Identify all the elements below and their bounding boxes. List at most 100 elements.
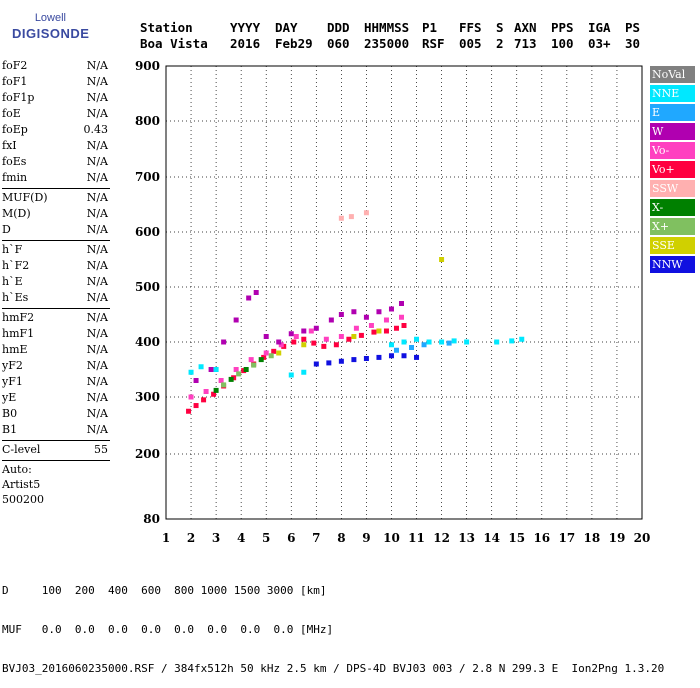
parameter-value: 55 [94, 443, 108, 456]
parameter-row: h`F2 N/A [2, 258, 110, 274]
parameter-value: N/A [86, 59, 108, 72]
echo-point-w [301, 328, 307, 334]
header-value-hhmmss: 235000 [364, 36, 410, 51]
parameter-row: D N/A [2, 222, 110, 238]
echo-point-nne [426, 339, 432, 345]
echo-point-vo [371, 329, 377, 335]
header-value-ddd: 060 [327, 36, 350, 51]
parameter-row: B0 N/A [2, 406, 110, 422]
parameter-value: N/A [86, 275, 108, 288]
parameter-group-muf: MUF(D) N/A M(D) N/A D N/A [2, 190, 110, 238]
echo-point-vo [311, 340, 317, 346]
echo-point-nne [494, 339, 500, 345]
echo-point-nnw [351, 357, 357, 363]
echo-point-w [246, 295, 252, 301]
footer-file-info: BVJ03_2016060235000.RSF / 384fx512h 50 k… [2, 662, 665, 675]
echo-point-nnw [414, 354, 420, 360]
header-label-yyyy: YYYY [230, 20, 261, 35]
parameter-row: hmF2 N/A [2, 310, 110, 326]
echo-point-w [263, 334, 269, 339]
parameter-row: M(D) N/A [2, 206, 110, 222]
echo-point-vo [248, 357, 254, 363]
echo-point-vo [401, 323, 407, 328]
header-value-station: Boa Vista [140, 36, 208, 51]
echo-point-w [233, 317, 239, 323]
echo-point-vo [393, 325, 399, 331]
header-label-iga: IGA [588, 20, 611, 35]
parameter-row: foEs N/A [2, 154, 110, 170]
header-value-iga: 03+ [588, 36, 611, 51]
echo-point-x [251, 362, 257, 368]
parameter-group-frequencies: foF2 N/A foF1 N/A foF1p N/A foE N/A foEp 0.43 fxI N… [2, 58, 110, 186]
echo-point-ssw [338, 215, 344, 221]
parameter-name: D [2, 223, 11, 236]
header-table: Station YYYY DAY DDD HHMMSS P1 FFS S AXN… [140, 20, 647, 52]
x-axis-ticks: 1 2 3 4 5 6 7 8 9 10 11 12 13 14 15 16 17 18 19 20 [162, 531, 651, 545]
echo-point-sse [439, 257, 445, 262]
echo-point-nnw [338, 358, 344, 364]
echo-point-nne [401, 339, 407, 345]
parameter-row: foE N/A [2, 106, 110, 122]
header-label-day: DAY [275, 20, 298, 35]
parameter-group-profile: hmF2 N/A hmF1 N/A hmE N/A yF2 N/A yF1 N/A yE N/A B0 N… [2, 310, 110, 438]
y-tick-label: 500 [135, 280, 160, 294]
parameter-value: N/A [86, 107, 108, 120]
auto-label: Auto: [2, 463, 32, 476]
echo-point-vo [358, 332, 364, 338]
echo-point-nne [509, 338, 515, 344]
parameter-value: N/A [86, 407, 108, 420]
echo-point-w [193, 378, 199, 383]
parameter-value: N/A [86, 343, 108, 356]
y-axis-ticks: 80 200 300 400 500 600 700 800 900 [135, 59, 160, 526]
parameter-row: h`F N/A [2, 242, 110, 258]
parameter-name: M(D) [2, 207, 31, 220]
header-value-yyyy: 2016 [230, 36, 261, 51]
echo-point-e [446, 340, 452, 346]
y-tick-label: 700 [135, 170, 160, 184]
footer: D 100 200 400 600 800 1000 1500 3000 [km… [2, 558, 664, 688]
parameter-row: foF2 N/A [2, 58, 110, 74]
echo-point-vo [308, 328, 314, 334]
echo-point-nne [439, 339, 445, 345]
parameter-value: N/A [86, 223, 108, 236]
echo-point-vo [346, 336, 352, 342]
x-tick-label: 17 [558, 531, 575, 545]
header-label-s: S [496, 20, 504, 35]
echo-point-vo [383, 328, 389, 334]
parameter-row: yF1 N/A [2, 374, 110, 390]
parameter-name: hmF1 [2, 327, 35, 340]
legend-item: SSE [650, 237, 695, 254]
parameter-name: h`Es [2, 291, 29, 304]
header-labels: Station YYYY DAY DDD HHMMSS P1 FFS S AXN… [140, 20, 647, 36]
x-tick-label: 4 [237, 531, 245, 545]
parameter-row: yF2 N/A [2, 358, 110, 374]
parameter-name: yF2 [2, 359, 23, 372]
parameter-name: foEs [2, 155, 27, 168]
echo-point-vo [241, 368, 247, 374]
echo-point-e [393, 347, 399, 353]
header-label-station: Station [140, 20, 193, 35]
x-tick-label: 9 [362, 531, 370, 545]
chart-grid [165, 65, 643, 520]
echo-point-sse [301, 342, 307, 348]
y-tick-label: 800 [135, 114, 160, 128]
echo-point-nne [188, 369, 194, 375]
parameter-value: N/A [86, 75, 108, 88]
x-tick-label: 5 [262, 531, 270, 545]
header-value-ps: 30 [625, 36, 641, 51]
footer-distance-row: D 100 200 400 600 800 1000 1500 3000 [km… [2, 584, 327, 597]
parameter-value: N/A [86, 259, 108, 272]
x-tick-label: 7 [312, 531, 320, 545]
header-value-day: Feb29 [275, 36, 313, 51]
echo-point-vo [293, 334, 299, 339]
parameter-divider [2, 240, 110, 241]
logo-line-1: Lowell [34, 12, 66, 24]
echo-point-vo [263, 350, 269, 356]
echo-point-nnw [401, 353, 407, 359]
parameter-name: C-level [2, 443, 41, 456]
echo-point-vo [201, 397, 207, 403]
echo-point-vo [321, 343, 327, 349]
echo-point-vo [323, 336, 329, 342]
scaled-parameters-panel: foF2 N/A foF1 N/A foF1p N/A foE N/A foEp 0.43 fxI N… [2, 58, 110, 507]
y-tick-label: 300 [135, 390, 160, 404]
